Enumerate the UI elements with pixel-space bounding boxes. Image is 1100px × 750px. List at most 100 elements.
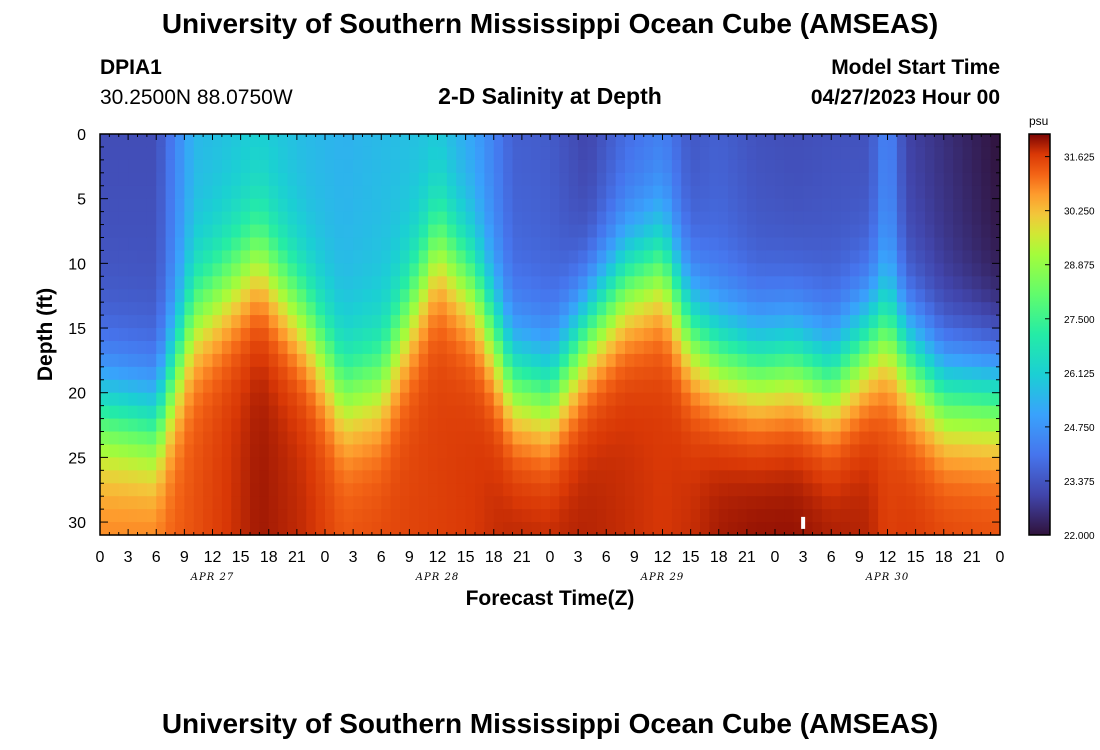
heatmap-cell xyxy=(156,392,167,407)
heatmap-cell xyxy=(212,340,223,355)
heatmap-cell xyxy=(203,379,214,394)
heatmap-cell xyxy=(878,353,889,368)
heatmap-cell xyxy=(803,315,814,329)
x-tick-label: 12 xyxy=(429,549,447,566)
heatmap-cell xyxy=(728,134,739,148)
heatmap-cell xyxy=(503,405,514,420)
heatmap-cell xyxy=(343,315,354,329)
heatmap-cell xyxy=(531,444,542,458)
heatmap-cell xyxy=(484,405,495,420)
heatmap-cell xyxy=(418,522,429,536)
heatmap-cell xyxy=(559,431,570,446)
heatmap-cell xyxy=(859,172,870,187)
heatmap-cell xyxy=(775,237,785,252)
heatmap-cell xyxy=(803,198,814,213)
heatmap-cell xyxy=(831,289,842,303)
heatmap-cell xyxy=(990,315,1001,329)
heatmap-cell xyxy=(925,379,935,394)
heatmap-cell xyxy=(465,289,476,303)
heatmap-cell xyxy=(512,353,523,368)
heatmap-cell xyxy=(615,392,626,407)
heatmap-cell xyxy=(325,159,335,174)
heatmap-cell xyxy=(831,224,842,239)
heatmap-cell xyxy=(465,237,476,252)
heatmap-cell xyxy=(203,289,214,303)
heatmap-cell xyxy=(521,302,532,316)
heatmap-cell xyxy=(128,211,139,226)
heatmap-cell xyxy=(681,418,692,433)
heatmap-cell xyxy=(418,172,429,187)
heatmap-cell xyxy=(437,379,448,394)
heatmap-cell xyxy=(315,470,326,484)
heatmap-cell xyxy=(100,289,110,303)
heatmap-cell xyxy=(446,263,457,277)
heatmap-cell xyxy=(240,509,251,523)
heatmap-cell xyxy=(418,340,429,355)
heatmap-cell xyxy=(840,444,851,458)
x-tick-label: 12 xyxy=(654,549,672,566)
heatmap-cell xyxy=(353,224,364,239)
heatmap-cell xyxy=(775,146,785,161)
heatmap-cell xyxy=(146,224,157,239)
heatmap-cell xyxy=(109,457,120,471)
x-tick-label: 3 xyxy=(574,549,583,566)
heatmap-cell xyxy=(700,211,710,226)
heatmap-cell xyxy=(971,172,982,187)
heatmap-cell xyxy=(109,431,120,446)
heatmap-cell xyxy=(550,198,560,213)
heatmap-cell xyxy=(728,418,739,433)
heatmap-cell xyxy=(146,146,157,161)
heatmap-cell xyxy=(475,134,485,148)
heatmap-cell xyxy=(512,134,523,148)
heatmap-cell xyxy=(793,405,804,420)
heatmap-cell xyxy=(409,328,420,342)
heatmap-cell xyxy=(765,224,776,239)
heatmap-cell xyxy=(390,289,401,303)
heatmap-cell xyxy=(146,328,157,342)
heatmap-cell xyxy=(812,198,823,213)
heatmap-cell xyxy=(381,159,392,174)
heatmap-cell xyxy=(193,444,204,458)
heatmap-cell xyxy=(484,431,495,446)
heatmap-cell xyxy=(793,302,804,316)
heatmap-cell xyxy=(381,146,392,161)
heatmap-cell xyxy=(709,444,720,458)
heatmap-cell xyxy=(240,224,251,239)
heatmap-cell xyxy=(325,509,335,523)
heatmap-cell xyxy=(493,289,504,303)
heatmap-cell xyxy=(859,457,870,471)
heatmap-cell xyxy=(240,522,251,536)
heatmap-cell xyxy=(381,185,392,200)
heatmap-cell xyxy=(653,444,664,458)
heatmap-cell xyxy=(709,509,720,523)
heatmap-cell xyxy=(793,315,804,329)
heatmap-cell xyxy=(175,379,185,394)
heatmap-cell xyxy=(596,302,607,316)
heatmap-cell xyxy=(484,496,495,510)
heatmap-cell xyxy=(221,418,232,433)
heatmap-cell xyxy=(896,172,907,187)
heatmap-cell xyxy=(521,418,532,433)
heatmap-cell xyxy=(943,237,954,252)
heatmap-cell xyxy=(934,509,945,523)
heatmap-cell xyxy=(568,444,579,458)
heatmap-cell xyxy=(306,509,317,523)
heatmap-cell xyxy=(465,522,476,536)
heatmap-cell xyxy=(671,315,682,329)
heatmap-cell xyxy=(521,185,532,200)
heatmap-cell xyxy=(475,522,485,536)
heatmap-cell xyxy=(718,392,729,407)
heatmap-cell xyxy=(859,470,870,484)
heatmap-cell xyxy=(212,509,223,523)
heatmap-cell xyxy=(306,250,317,264)
heatmap-cell xyxy=(925,496,935,510)
heatmap-cell xyxy=(334,159,345,174)
heatmap-cell xyxy=(737,522,748,536)
heatmap-cell xyxy=(831,353,842,368)
heatmap-cell xyxy=(793,483,804,497)
heatmap-cell xyxy=(821,134,832,148)
colorbar-tick-label: 23.375 xyxy=(1064,477,1095,488)
heatmap-cell xyxy=(231,379,242,394)
heatmap-cell xyxy=(296,276,307,290)
heatmap-cell xyxy=(503,392,514,407)
